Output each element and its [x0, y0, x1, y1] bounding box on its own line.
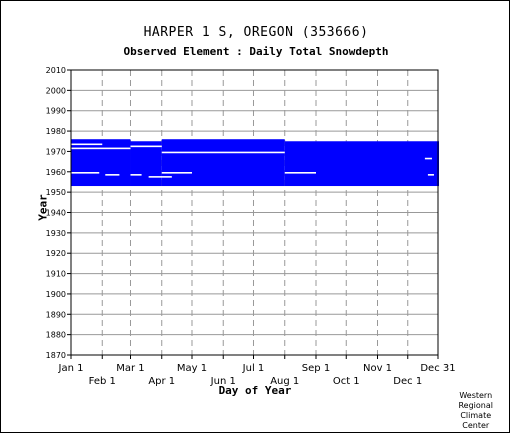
missing-segment: [105, 174, 120, 176]
y-tick-label: 1870: [46, 351, 66, 360]
x-tick-label: Jan 1: [58, 363, 84, 374]
x-tick-label: Dec 1: [393, 376, 422, 387]
missing-segment: [71, 143, 103, 146]
y-tick-label: 1960: [46, 168, 66, 177]
missing-segment: [130, 145, 162, 148]
plot-frame: [70, 69, 439, 356]
credit-line: Center: [462, 421, 490, 430]
x-tick-label: Oct 1: [333, 376, 360, 387]
x-tick-label: Aug 1: [270, 376, 299, 387]
x-tick-label: Apr 1: [148, 376, 175, 387]
y-tick-label: 1910: [46, 270, 66, 279]
data-block: [130, 141, 162, 187]
x-tick-label: Feb 1: [89, 376, 116, 387]
chart-subtitle: Observed Element : Daily Total Snowdepth: [123, 45, 389, 58]
y-tick-label: 2010: [46, 66, 66, 75]
missing-segment: [161, 151, 285, 154]
y-tick-label: 1930: [46, 229, 66, 238]
missing-segment: [424, 157, 432, 160]
x-tick-label: Mar 1: [116, 363, 144, 374]
x-axis-label: Day of Year: [218, 384, 292, 397]
y-tick-label: 1940: [46, 209, 66, 218]
y-tick-label: 1950: [46, 188, 66, 197]
y-tick-label: 1880: [46, 331, 66, 340]
y-tick-label: 1980: [46, 127, 66, 136]
credit-line: Regional: [458, 401, 493, 410]
y-tick-label: 1990: [46, 107, 66, 116]
chart-title: HARPER 1 S, OREGON (353666): [143, 25, 369, 40]
data-block: [161, 139, 285, 187]
missing-segment: [161, 172, 192, 174]
credit-line: Western: [459, 391, 493, 400]
missing-segment: [427, 174, 434, 176]
x-tick-label: Dec 31: [420, 363, 455, 374]
missing-segment: [284, 172, 317, 174]
y-tick-label: 1890: [46, 310, 66, 319]
missing-segment: [130, 174, 142, 176]
data-block: [284, 141, 440, 187]
x-tick-label: Jul 1: [242, 363, 265, 374]
x-tick-label: Jun 1: [210, 376, 236, 387]
y-tick-label: 1970: [46, 147, 66, 156]
x-tick-label: May 1: [177, 363, 207, 374]
y-tick-label: 1920: [46, 249, 66, 258]
y-tick-label: 1900: [46, 290, 66, 299]
x-tick-label: Nov 1: [363, 363, 392, 374]
credit-line: Climate: [460, 411, 492, 420]
credit-block: Western Regional Climate Center: [458, 391, 493, 431]
x-tick-label: Sep 1: [302, 363, 330, 374]
missing-segment: [71, 147, 131, 150]
missing-segment: [148, 176, 172, 178]
data-block: [71, 139, 131, 187]
missing-segment: [71, 172, 100, 174]
y-tick-label: 2000: [46, 86, 66, 95]
